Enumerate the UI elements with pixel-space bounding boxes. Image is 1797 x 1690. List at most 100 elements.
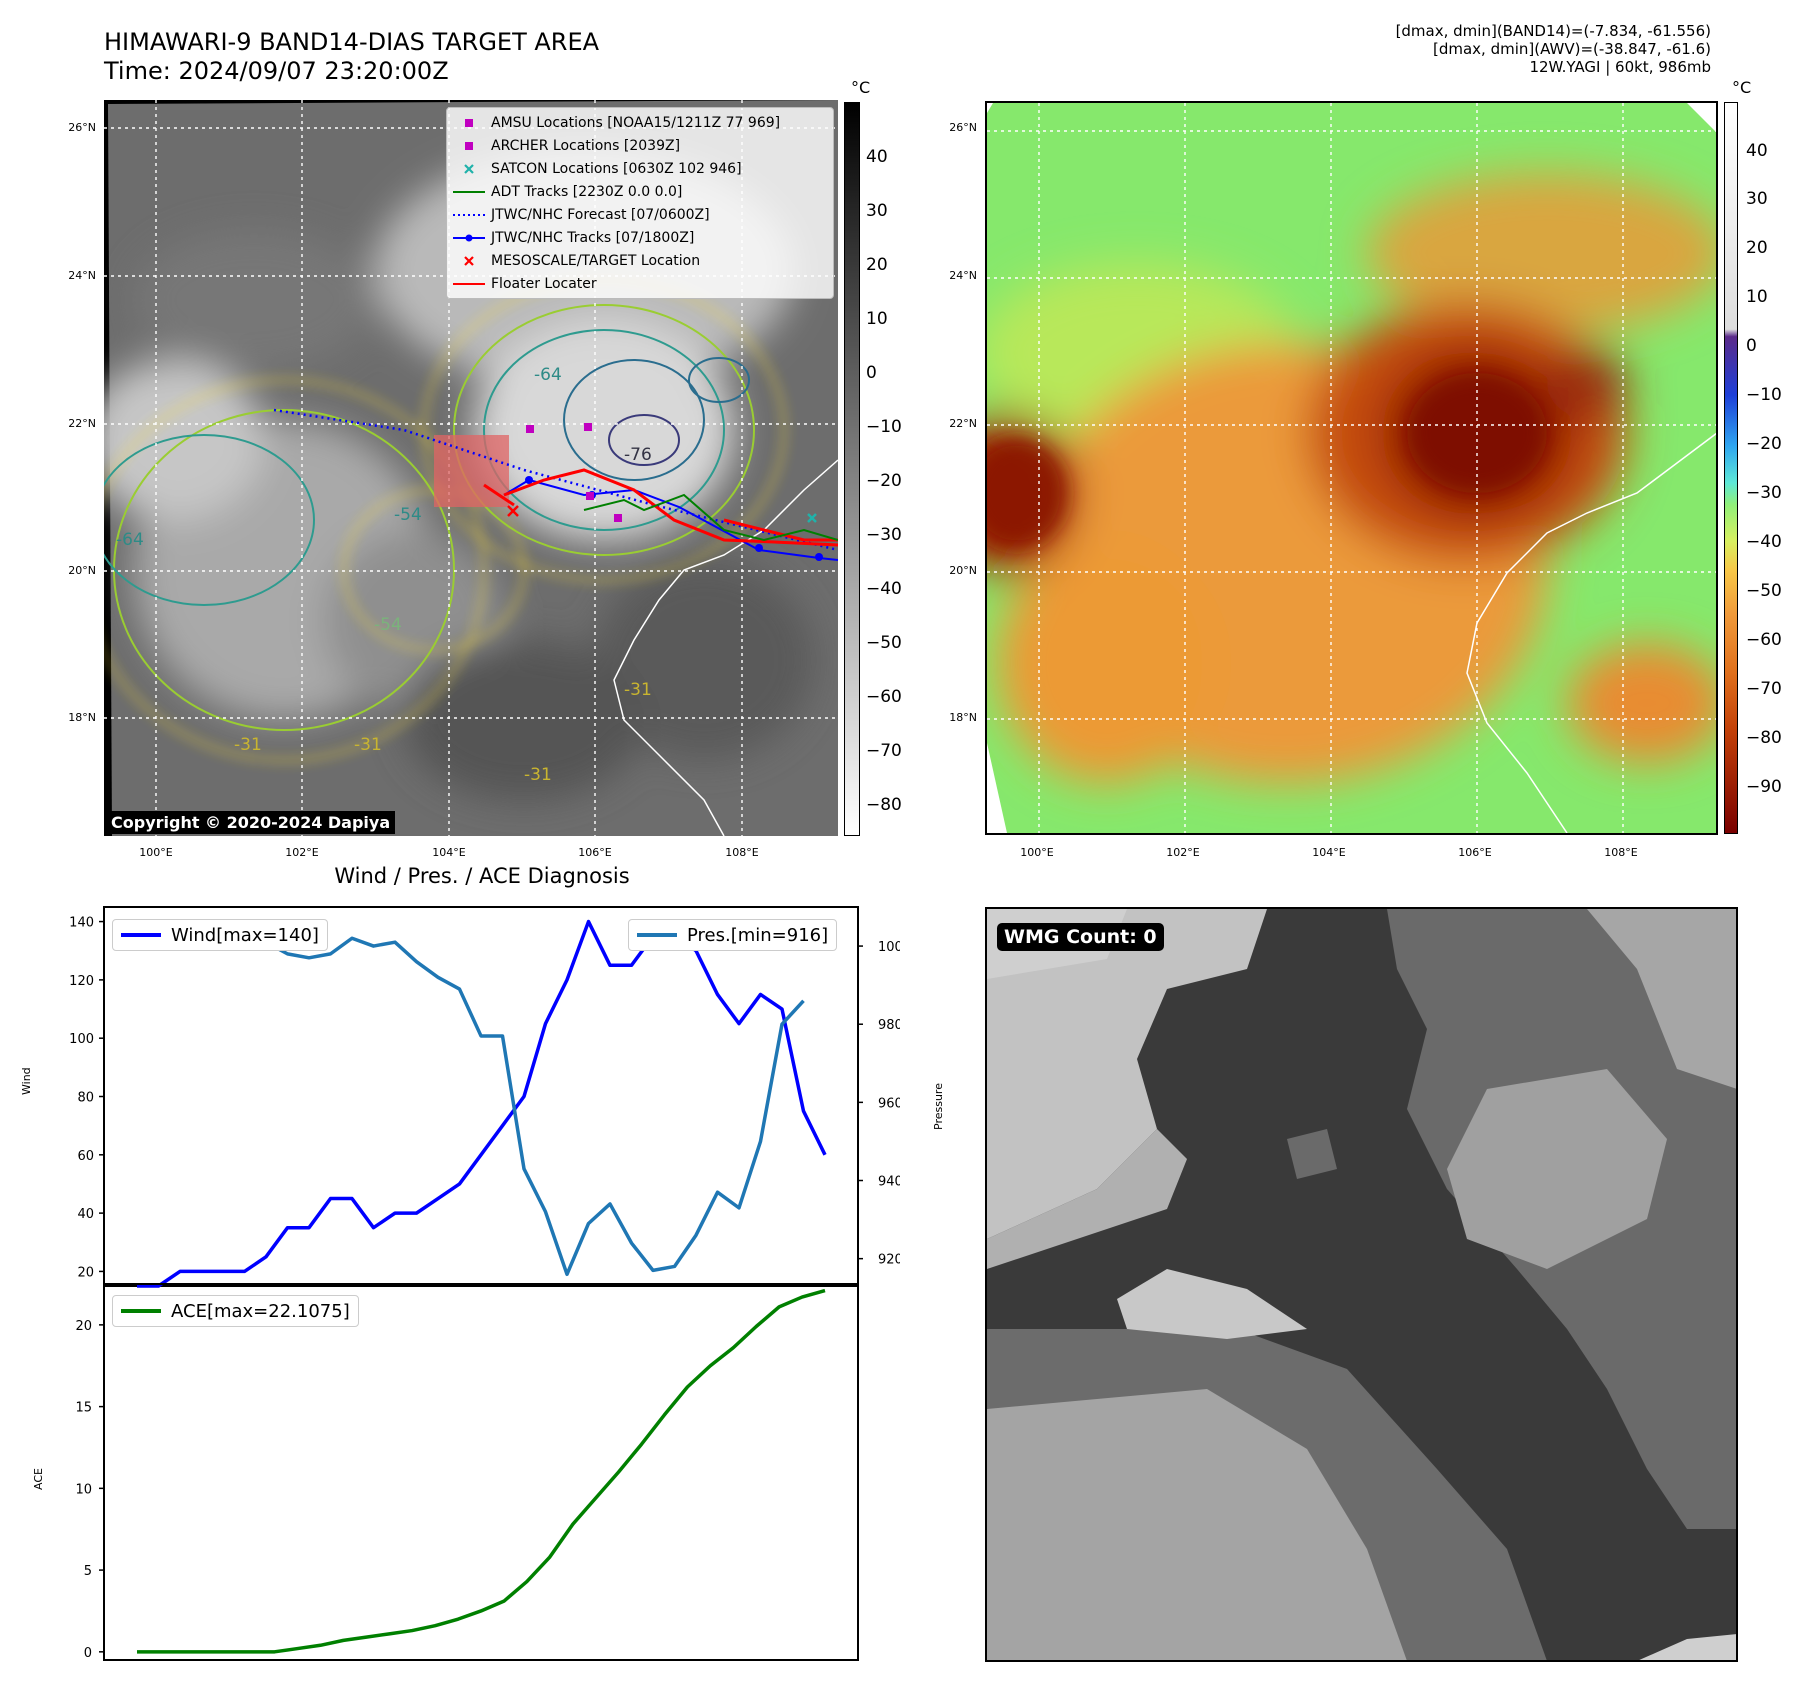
pressure-axis-label: Pressure xyxy=(932,1083,945,1130)
ace-legend-swatch xyxy=(121,1309,161,1313)
lat-label: 24°N xyxy=(68,269,96,282)
pressure-series-line xyxy=(137,920,805,1277)
line-dot-icon xyxy=(453,234,485,241)
wind-legend: Wind[max=140] xyxy=(112,919,328,951)
y-tick-label: 140 xyxy=(69,916,94,931)
gray-colorbar-unit: °C xyxy=(851,78,871,97)
color-map-panel xyxy=(985,101,1718,835)
line-marker-icon xyxy=(453,190,485,193)
lat-label: 22°N xyxy=(949,417,977,430)
stats-block: [dmax, dmin](BAND14)=(-7.834, -61.556) [… xyxy=(1111,22,1711,76)
diagnosis-title: Wind / Pres. / ACE Diagnosis xyxy=(334,864,630,888)
y-right-tick-label: 960 xyxy=(878,1096,900,1111)
lon-label: 104°E xyxy=(1312,846,1346,859)
legend-item-archer: ARCHER Locations [2039Z] xyxy=(447,134,833,157)
wmg-panel: WMG Count: 0 xyxy=(985,907,1738,1662)
lon-label: 102°E xyxy=(1166,846,1200,859)
pressure-legend-swatch xyxy=(637,933,677,937)
chart-timestamp: Time: 2024/09/07 23:20:00Z xyxy=(104,57,449,85)
line-marker-icon xyxy=(453,282,485,285)
y-tick-label: 120 xyxy=(69,974,94,989)
y-tick-label: 40 xyxy=(77,1207,94,1222)
lat-label: 22°N xyxy=(68,417,96,430)
legend-item-amsu: AMSU Locations [NOAA15/1211Z 77 969] xyxy=(447,111,833,134)
x-marker-icon xyxy=(464,163,474,174)
y-tick-label: 15 xyxy=(75,1401,92,1416)
legend-item-tracks: JTWC/NHC Tracks [07/1800Z] xyxy=(447,226,833,249)
pressure-legend-label: Pres.[min=916] xyxy=(687,924,829,946)
dotted-line-icon xyxy=(453,213,485,216)
lon-label: 106°E xyxy=(1458,846,1492,859)
copyright-badge: Copyright © 2020-2024 Dapiya xyxy=(106,811,396,834)
lat-label: 26°N xyxy=(949,121,977,134)
wind-legend-label: Wind[max=140] xyxy=(171,924,319,946)
lon-label: 102°E xyxy=(285,846,319,859)
lat-label: 20°N xyxy=(949,564,977,577)
lon-label: 104°E xyxy=(432,846,466,859)
storm-info: 12W.YAGI | 60kt, 986mb xyxy=(1529,58,1711,76)
y-tick-label: 60 xyxy=(77,1149,94,1164)
plot-frame xyxy=(103,906,859,1287)
color-colorbar-unit: °C xyxy=(1732,78,1752,97)
chart-title: HIMAWARI-9 BAND14-DIAS TARGET AREA xyxy=(104,28,600,56)
legend-item-floater: Floater Locater xyxy=(447,272,833,295)
lat-label: 18°N xyxy=(68,711,96,724)
color-map-image xyxy=(987,103,1716,833)
wmg-image xyxy=(987,909,1736,1660)
awv-range: [dmax, dmin](AWV)=(-38.847, -61.6) xyxy=(1432,40,1711,58)
contour-label: -64 xyxy=(116,530,144,550)
lon-label: 100°E xyxy=(139,846,173,859)
y-tick-label: 100 xyxy=(69,1032,94,1047)
y-tick-label: 5 xyxy=(84,1564,92,1579)
y-tick-label: 0 xyxy=(84,1646,92,1661)
contour-label: -31 xyxy=(624,680,652,700)
wind-legend-swatch xyxy=(121,933,161,937)
legend-item-satcon: SATCON Locations [0630Z 102 946] xyxy=(447,157,833,180)
lat-label: 18°N xyxy=(949,711,977,724)
contour-label: -64 xyxy=(534,365,562,385)
contour-label: -76 xyxy=(624,445,652,465)
y-tick-label: 10 xyxy=(75,1482,92,1497)
lon-label: 108°E xyxy=(725,846,759,859)
color-colorbar xyxy=(1724,102,1738,834)
lon-label: 100°E xyxy=(1020,846,1054,859)
map-legend: AMSU Locations [NOAA15/1211Z 77 969] ARC… xyxy=(446,107,834,299)
contour-label: -54 xyxy=(394,505,422,525)
lat-label: 24°N xyxy=(949,269,977,282)
contour-label: -31 xyxy=(354,735,382,755)
ace-legend-label: ACE[max=22.1075] xyxy=(171,1300,350,1322)
lat-label: 20°N xyxy=(68,564,96,577)
legend-item-adt: ADT Tracks [2230Z 0.0 0.0] xyxy=(447,180,833,203)
y-tick-label: 80 xyxy=(77,1091,94,1106)
x-marker-icon xyxy=(464,255,474,266)
ace-axis-label: ACE xyxy=(32,1468,45,1490)
ace-chart: 0 5 10 15 20 xyxy=(75,1283,859,1661)
ace-series-line xyxy=(137,1288,826,1654)
y-right-tick-label: 920 xyxy=(878,1253,900,1268)
band14-range: [dmax, dmin](BAND14)=(-7.834, -61.556) xyxy=(1395,22,1711,40)
gray-colorbar xyxy=(844,102,860,836)
y-tick-label: 20 xyxy=(75,1319,92,1334)
legend-item-forecast: JTWC/NHC Forecast [07/0600Z] xyxy=(447,203,833,226)
y-tick-label: 20 xyxy=(77,1265,94,1280)
y-right-tick-label: 980 xyxy=(878,1018,900,1033)
wmg-count-badge: WMG Count: 0 xyxy=(997,923,1164,951)
ir-map-panel: -64 -64 -54 -76 -31 -31 -31 -31 -54 AMSU… xyxy=(104,100,838,836)
pressure-legend: Pres.[min=916] xyxy=(628,919,838,951)
ace-legend: ACE[max=22.1075] xyxy=(112,1295,359,1327)
legend-item-target: MESOSCALE/TARGET Location xyxy=(447,249,833,272)
lon-label: 106°E xyxy=(578,846,612,859)
square-marker-icon xyxy=(465,141,473,150)
y-right-tick-label: 940 xyxy=(878,1175,900,1190)
plot-frame xyxy=(103,1283,859,1661)
wind-series-line xyxy=(137,919,827,1288)
wind-axis-label: Wind xyxy=(20,1067,33,1095)
square-marker-icon xyxy=(465,118,473,127)
contour-label: -31 xyxy=(524,765,552,785)
contour-label: -54 xyxy=(374,615,402,635)
contour-label: -31 xyxy=(234,735,262,755)
lat-label: 26°N xyxy=(68,121,96,134)
lon-label: 108°E xyxy=(1604,846,1638,859)
